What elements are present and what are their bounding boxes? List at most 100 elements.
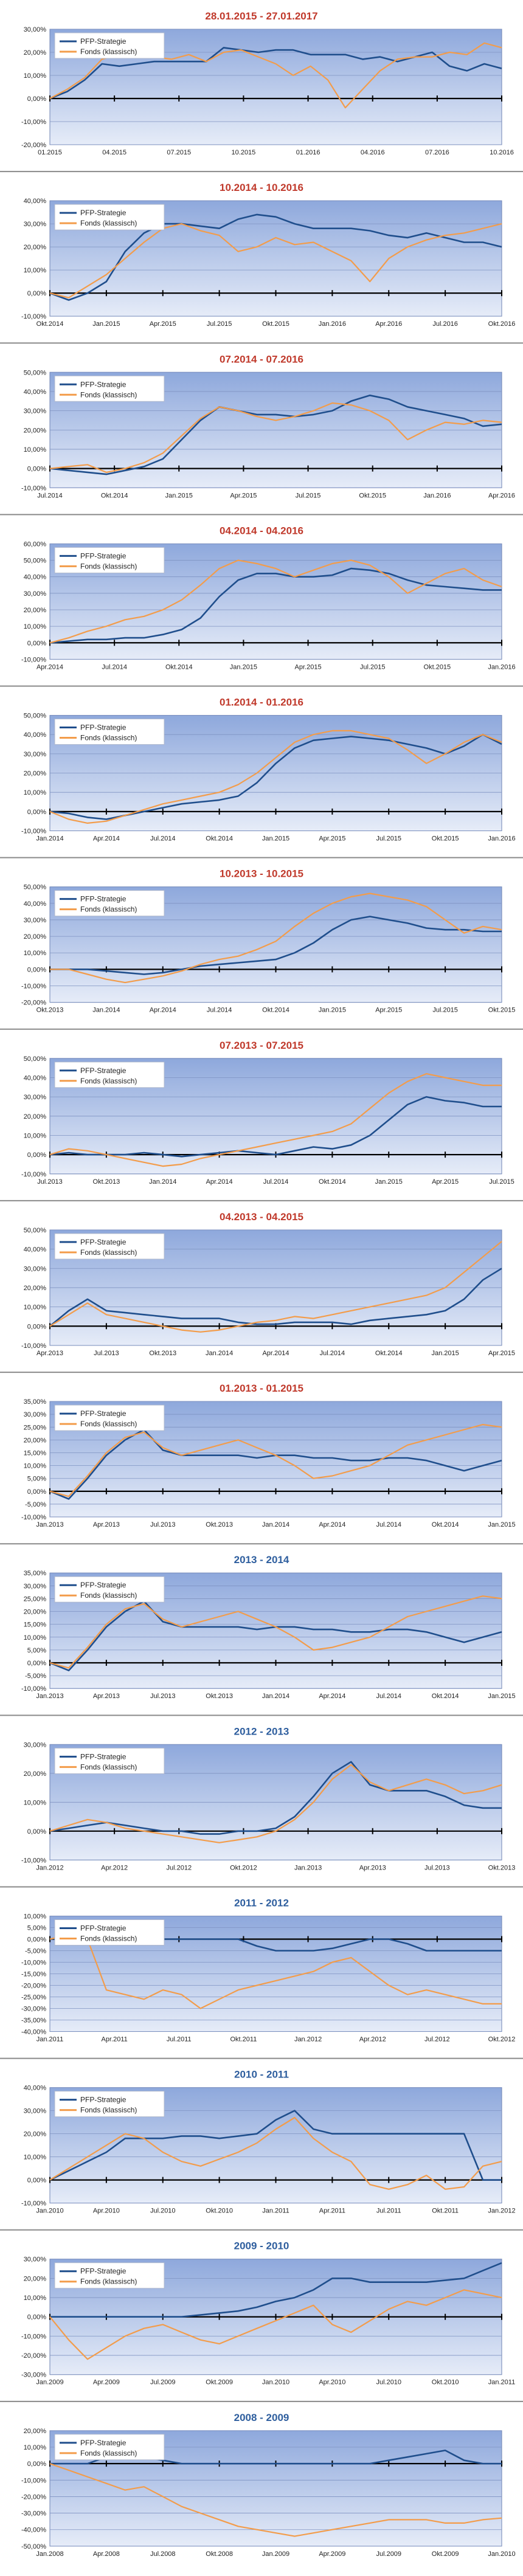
y-tick-label: 25,00% bbox=[24, 1595, 47, 1603]
y-tick-label: 30,00% bbox=[24, 1411, 47, 1418]
series-line bbox=[49, 1096, 502, 1158]
x-tick-label: Jan.2016 bbox=[488, 835, 515, 843]
y-tick-label: -20,00% bbox=[21, 142, 46, 149]
y-tick-label: 5,00% bbox=[27, 1476, 46, 1483]
y-tick-label: 10,00% bbox=[24, 1132, 47, 1139]
x-tick-label: Jul.2014 bbox=[263, 1178, 289, 1186]
chart-panel: 07.2014 - 07.2016 -10,00% 0,00% 10,00% 20,00… bbox=[0, 342, 523, 499]
chart-title: 07.2013 - 07.2015 bbox=[220, 1040, 303, 1051]
x-tick-label: Jan.2015 bbox=[92, 320, 120, 328]
x-tick-label: Jul.2015 bbox=[360, 663, 386, 671]
x-tick-label: Apr.2011 bbox=[102, 2036, 128, 2043]
series-line bbox=[49, 2116, 502, 2190]
x-tick-label: Jan.2015 bbox=[375, 1178, 403, 1186]
y-tick-label: 50,00% bbox=[24, 558, 47, 565]
y-tick-label: -25,00% bbox=[21, 1994, 46, 2001]
x-tick-label: Jul.2013 bbox=[150, 1521, 176, 1528]
y-tick-label: 25,00% bbox=[24, 1424, 47, 1431]
y-tick-label: 10,00% bbox=[24, 1799, 47, 1806]
y-tick-label: -10,00% bbox=[21, 1959, 46, 1966]
x-tick-label: Okt.2013 bbox=[93, 1178, 120, 1186]
x-tick-label: Jan.2016 bbox=[423, 492, 451, 499]
y-tick-label: 0,00% bbox=[27, 2460, 46, 2468]
y-tick-label: 30,00% bbox=[24, 408, 47, 415]
x-tick-label: Jul.2014 bbox=[320, 1350, 345, 1357]
y-tick-label: 20,00% bbox=[24, 2428, 47, 2435]
legend-label: Fonds (klassisch) bbox=[80, 562, 137, 570]
y-tick-label: 0,00% bbox=[27, 809, 46, 816]
x-tick-label: Jul.2015 bbox=[296, 492, 321, 499]
x-tick-label: Jul.2013 bbox=[150, 1693, 176, 1700]
x-tick-label: Jan.2010 bbox=[36, 2208, 63, 2215]
chart-title: 01.2014 - 01.2016 bbox=[220, 697, 303, 708]
x-tick-label: Jan.2014 bbox=[262, 1693, 289, 1700]
legend-label: PFP-Strategie bbox=[80, 895, 126, 903]
x-tick-label: Okt.2013 bbox=[149, 1350, 176, 1357]
y-tick-label: 40,00% bbox=[24, 388, 47, 396]
y-tick-label: 20,00% bbox=[24, 244, 47, 251]
x-tick-label: Jul.2008 bbox=[150, 2550, 176, 2558]
x-tick-label: Okt.2011 bbox=[432, 2208, 459, 2215]
y-tick-label: 20,00% bbox=[24, 607, 47, 614]
y-tick-label: 30,00% bbox=[24, 2108, 47, 2115]
y-tick-label: 20,00% bbox=[24, 1609, 47, 1616]
x-tick-label: 07.2016 bbox=[425, 149, 449, 156]
y-tick-label: 0,00% bbox=[27, 466, 46, 473]
y-tick-label: 20,00% bbox=[24, 1285, 47, 1292]
chart-title: 04.2014 - 04.2016 bbox=[220, 525, 303, 536]
legend-label: Fonds (klassisch) bbox=[80, 905, 137, 914]
y-tick-label: 30,00% bbox=[24, 221, 47, 228]
x-tick-label: Okt.2010 bbox=[206, 2208, 233, 2215]
x-tick-label: 01.2015 bbox=[38, 149, 62, 156]
x-tick-label: Okt.2013 bbox=[206, 1521, 233, 1528]
x-tick-label: Apr.2015 bbox=[295, 663, 322, 671]
legend-label: Fonds (klassisch) bbox=[80, 2106, 137, 2115]
y-tick-label: 30,00% bbox=[24, 917, 47, 924]
legend bbox=[54, 890, 165, 917]
series-line bbox=[49, 1241, 502, 1333]
x-tick-label: Jan.2011 bbox=[488, 2379, 515, 2386]
y-tick-label: -15,00% bbox=[21, 1970, 46, 1978]
x-tick-label: Apr.2011 bbox=[319, 2208, 345, 2215]
y-tick-label: -10,00% bbox=[21, 485, 46, 492]
y-tick-label: 10,00% bbox=[24, 789, 47, 796]
x-tick-label: Jan.2015 bbox=[165, 492, 193, 499]
series-line bbox=[49, 2110, 502, 2181]
x-tick-label: Apr.2014 bbox=[319, 1521, 345, 1528]
x-tick-label: Apr.2009 bbox=[319, 2550, 345, 2558]
chart-panel: 2011 - 2012 -40,00% -35,00% -30,00% -25,00% -… bbox=[0, 1886, 523, 2043]
series-line bbox=[49, 402, 502, 474]
y-tick-label: -10,00% bbox=[21, 313, 46, 320]
y-tick-label: 5,00% bbox=[27, 1647, 46, 1654]
y-tick-label: 60,00% bbox=[24, 540, 47, 548]
chart-panel: 04.2013 - 04.2015 -10,00% 0,00% 10,00% 20,00… bbox=[0, 1200, 523, 1357]
y-tick-label: 30,00% bbox=[24, 590, 47, 598]
legend-label: Fonds (klassisch) bbox=[80, 1420, 137, 1428]
x-tick-label: Okt.2014 bbox=[262, 1007, 289, 1014]
x-tick-label: Apr.2013 bbox=[36, 1350, 63, 1357]
chart-title: 2009 - 2010 bbox=[234, 2240, 289, 2252]
x-tick-label: Jul.2015 bbox=[489, 1178, 514, 1186]
x-tick-label: Jan.2015 bbox=[262, 835, 289, 843]
y-tick-label: 20,00% bbox=[24, 933, 47, 941]
x-tick-label: Apr.2014 bbox=[150, 1007, 176, 1014]
x-tick-label: Apr.2010 bbox=[93, 2208, 120, 2215]
y-tick-label: 10,00% bbox=[24, 72, 47, 80]
x-tick-label: Jan.2014 bbox=[92, 1007, 120, 1014]
x-tick-label: Okt.2014 bbox=[319, 1178, 346, 1186]
legend bbox=[54, 204, 165, 230]
x-tick-label: Apr.2014 bbox=[262, 1350, 289, 1357]
y-tick-label: 10,00% bbox=[24, 2444, 47, 2451]
x-tick-label: Apr.2015 bbox=[150, 320, 176, 328]
y-tick-label: -10,00% bbox=[21, 2477, 46, 2484]
legend bbox=[54, 1747, 165, 1774]
x-tick-label: Apr.2010 bbox=[319, 2379, 345, 2386]
x-tick-label: Jul.2013 bbox=[94, 1350, 119, 1357]
x-tick-label: Apr.2014 bbox=[319, 1693, 345, 1700]
x-tick-label: Okt.2015 bbox=[262, 320, 289, 328]
y-tick-label: -35,00% bbox=[21, 2017, 46, 2024]
x-tick-label: 01.2016 bbox=[296, 149, 320, 156]
x-tick-label: Jan.2012 bbox=[488, 2208, 515, 2215]
legend bbox=[54, 1919, 165, 1946]
y-tick-label: 20,00% bbox=[24, 427, 47, 434]
